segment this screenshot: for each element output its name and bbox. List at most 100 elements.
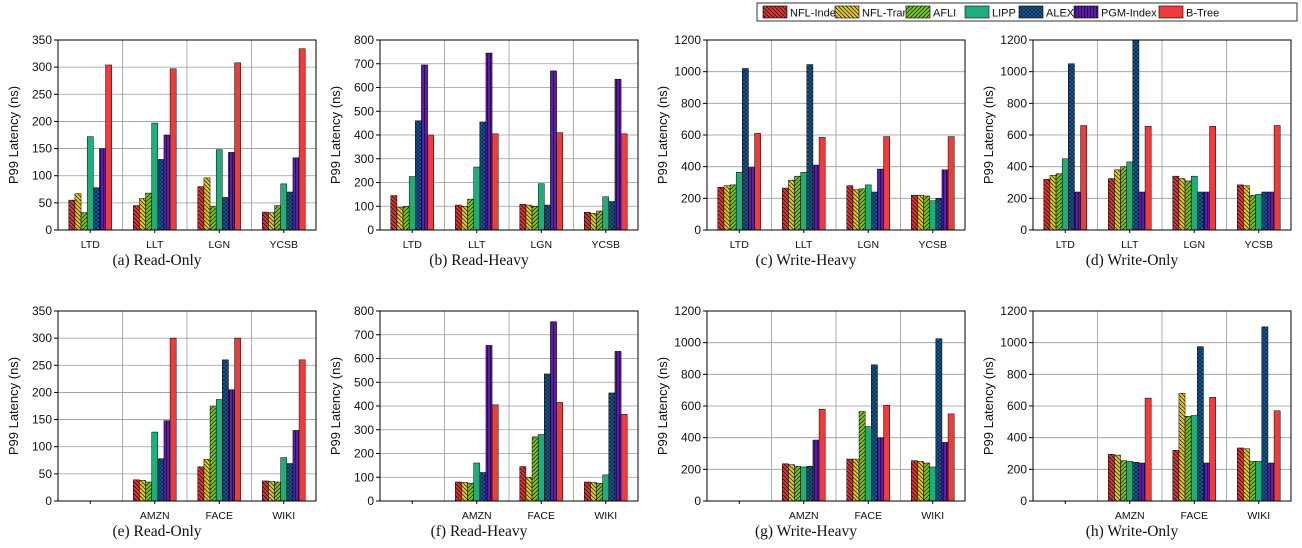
bar-pgm-index-ltd (99, 148, 106, 231)
y-tick-label: 800 (1007, 96, 1027, 110)
y-tick-label: 150 (32, 413, 52, 427)
bar-nfl-index-amzn (782, 463, 789, 502)
bar-alex-face (222, 359, 229, 502)
y-tick-label: 400 (681, 431, 701, 445)
y-tick-label: 0 (694, 223, 701, 237)
bar-nfl-index-ycsb (584, 211, 591, 231)
bar-pgm-index-amzn (163, 420, 171, 502)
bar-alex-amzn (479, 472, 487, 502)
x-tick-label: LTD (403, 239, 422, 251)
bar-lipp-ycsb (929, 200, 937, 231)
x-tick-label: LLT (468, 239, 486, 251)
bar-nfl-trans-ltd (723, 185, 731, 231)
bar-nfl-trans-amzn (139, 480, 146, 502)
bar-alex-ltd (415, 120, 422, 231)
bar-nfl-index-amzn (1108, 454, 1115, 502)
bar-b-tree-ltd (427, 134, 434, 231)
y-tick-label: 400 (354, 399, 374, 413)
legend-label-nfl-index: NFL-Index (790, 8, 842, 20)
bar-pgm-index-ltd (748, 167, 755, 231)
bar-pgm-index-llt (485, 52, 493, 231)
y-tick-label: 200 (354, 447, 374, 461)
y-tick-label: 0 (1020, 223, 1027, 237)
bar-b-tree-llt (818, 137, 826, 231)
bar-lipp-face (1190, 415, 1198, 502)
bar-alex-lgn (871, 191, 878, 231)
bar-lipp-ltd (735, 171, 743, 231)
y-tick-label: 600 (1007, 128, 1027, 142)
bar-pgm-index-face (877, 437, 884, 502)
bar-pgm-index-wiki (1267, 462, 1275, 502)
y-tick-label: 0 (1020, 494, 1027, 508)
bar-afli-ycsb (1249, 194, 1256, 231)
x-tick-label: AMZN (462, 510, 492, 522)
bar-nfl-index-face (1172, 450, 1180, 502)
bar-afli-face (1184, 416, 1192, 502)
x-tick-label: FACE (528, 510, 555, 522)
y-axis-label: P99 Latency (ns) (981, 86, 996, 184)
bar-pgm-index-lgn (550, 70, 557, 231)
bar-afli-llt (467, 198, 474, 231)
bar-nfl-trans-face (852, 458, 860, 502)
bar-nfl-trans-llt (788, 179, 795, 231)
bar-nfl-trans-wiki (268, 481, 275, 502)
y-axis-label: P99 Latency (ns) (6, 86, 21, 184)
bar-b-tree-face (556, 402, 563, 502)
bar-nfl-trans-llt (139, 198, 146, 231)
bar-afli-ycsb (923, 195, 930, 231)
bar-b-tree-ltd (754, 133, 761, 231)
bar-alex-lgn (544, 204, 551, 231)
y-tick-label: 100 (32, 440, 52, 454)
bar-alex-wiki (935, 338, 943, 502)
bar-pgm-index-wiki (292, 430, 300, 502)
bar-pgm-index-wiki (614, 351, 622, 502)
bar-afli-ltd (729, 184, 737, 231)
y-tick-label: 300 (32, 60, 52, 74)
bar-nfl-index-ltd (1043, 179, 1051, 231)
bar-b-tree-amzn (818, 408, 826, 502)
bar-lipp-ycsb (280, 183, 288, 231)
bar-nfl-trans-ycsb (590, 213, 597, 231)
bar-b-tree-amzn (491, 404, 499, 502)
y-tick-label: 0 (367, 223, 374, 237)
bar-pgm-index-lgn (228, 152, 235, 231)
bar-nfl-index-lgn (519, 204, 527, 231)
chart-panels: 0 50 100 150 200 250 300 350 LTD LLT LGN YCSB P99 La… (6, 33, 1292, 540)
bar-afli-wiki (1249, 461, 1256, 502)
bar-nfl-index-face (197, 466, 205, 502)
y-tick-label: 400 (354, 128, 374, 142)
chart-panel-c: 0 200 400 600 800 1000 1200 LTD LLT LGN YCSB P99 La… (655, 33, 966, 269)
bar-pgm-index-wiki (941, 442, 949, 502)
bar-b-tree-lgn (234, 62, 241, 231)
bar-b-tree-amzn (1144, 397, 1152, 502)
bar-nfl-trans-lgn (525, 204, 533, 231)
bar-afli-ycsb (274, 205, 281, 231)
y-axis-label: P99 Latency (ns) (328, 86, 343, 184)
bar-b-tree-ltd (1080, 125, 1087, 231)
x-tick-label: FACE (1181, 510, 1208, 522)
bar-b-tree-ycsb (620, 133, 628, 231)
y-axis-label: P99 Latency (ns) (655, 86, 670, 184)
x-tick-label: AMZN (1115, 510, 1145, 522)
bar-alex-face (544, 373, 551, 502)
bar-nfl-trans-amzn (788, 464, 795, 502)
bar-b-tree-face (1209, 397, 1216, 502)
bar-nfl-trans-wiki (1243, 448, 1250, 502)
bar-alex-llt (157, 159, 165, 231)
bar-lipp-face (215, 399, 223, 502)
bar-lipp-amzn (1126, 461, 1134, 502)
bar-pgm-index-amzn (812, 439, 820, 502)
bar-afli-lgn (858, 188, 866, 231)
bar-pgm-index-ycsb (1267, 191, 1275, 231)
x-tick-label: WIKI (1247, 510, 1270, 522)
y-tick-label: 50 (39, 467, 53, 481)
y-tick-label: 800 (354, 304, 374, 318)
y-tick-label: 200 (32, 114, 52, 128)
y-tick-label: 200 (681, 462, 701, 476)
subfigure-caption: (h) Write-Only (1086, 523, 1179, 540)
bar-nfl-trans-ycsb (268, 212, 275, 231)
bar-lipp-amzn (800, 466, 808, 502)
x-tick-label: LTD (730, 239, 749, 251)
x-tick-label: WIKI (594, 510, 617, 522)
plot-frame (57, 310, 317, 502)
